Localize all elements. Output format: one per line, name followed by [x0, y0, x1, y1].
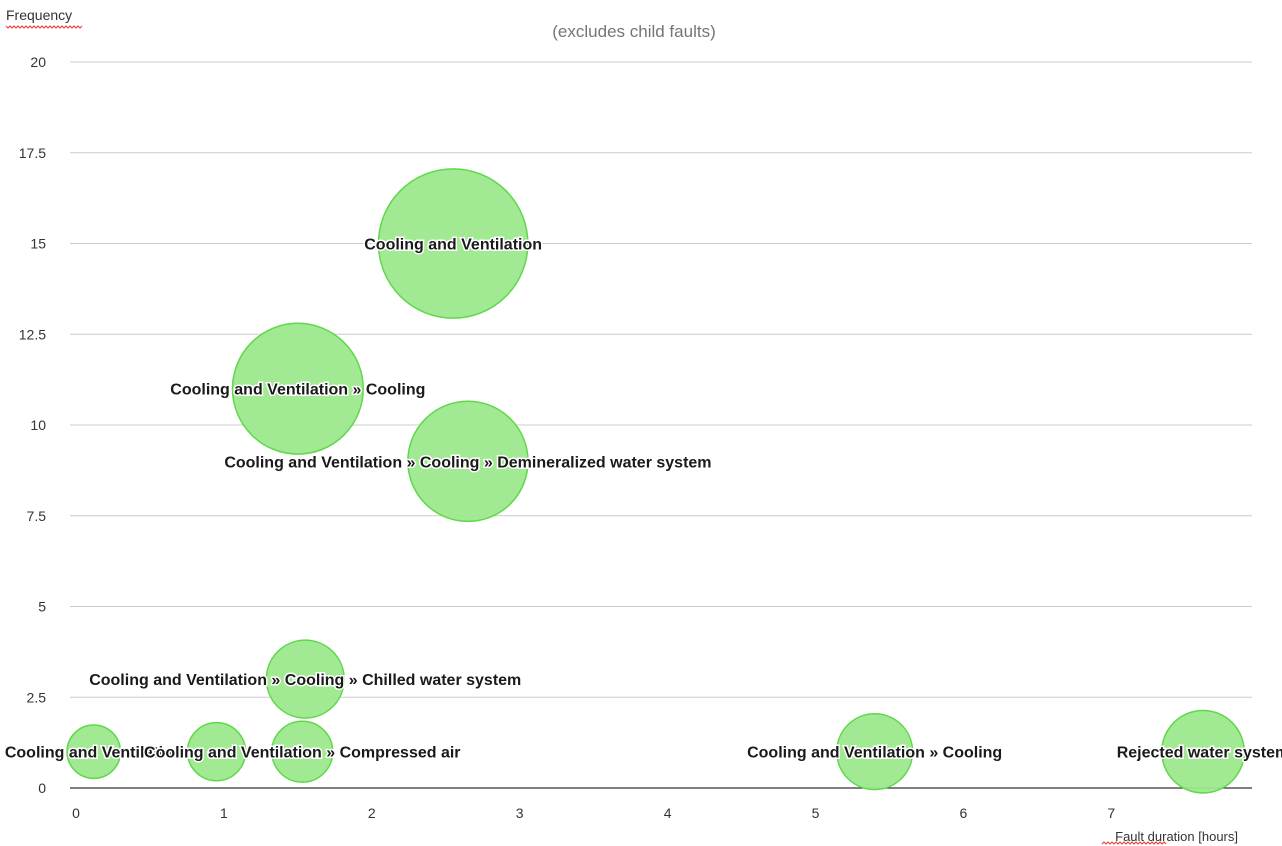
x-tick-label: 7 [1107, 805, 1115, 821]
bubbles [66, 168, 1245, 794]
y-tick-label: 5 [38, 599, 46, 615]
bubble-label: Cooling and Ventilation » Cooling [170, 382, 425, 399]
bubble-label: Cooling and Ventilation » Compressed air [144, 745, 461, 762]
y-tick-labels: 0 2.5 5 7.5 10 12.5 15 17.5 20 [19, 54, 46, 796]
y-tick-label: 10 [30, 417, 46, 433]
bubble [231, 322, 364, 455]
x-axis-label-spellcheck-underline [1101, 841, 1167, 845]
chart-subtitle: (excludes child faults) [552, 22, 715, 41]
x-tick-labels: 0 1 2 3 4 5 6 7 [72, 805, 1115, 821]
bubble [377, 168, 529, 319]
x-tick-label: 3 [516, 805, 524, 821]
x-tick-label: 1 [220, 805, 228, 821]
y-tick-label: 2.5 [27, 689, 47, 705]
x-tick-label: 4 [664, 805, 672, 821]
bubble-label: Cooling and Ventilation » Cooling » Demi… [224, 454, 711, 471]
bubble [835, 713, 914, 791]
x-tick-label: 6 [960, 805, 968, 821]
x-tick-label: 2 [368, 805, 376, 821]
x-tick-label: 0 [72, 805, 80, 821]
y-tick-label: 7.5 [27, 508, 47, 524]
y-tick-label: 15 [30, 236, 46, 252]
bubble [407, 400, 529, 523]
bubble-label: Rejected water system [1117, 745, 1282, 762]
x-tick-label: 5 [812, 805, 820, 821]
bubble [66, 724, 122, 780]
bubble [271, 720, 334, 783]
y-tick-label: 17.5 [19, 145, 46, 161]
bubble [1161, 709, 1245, 794]
y-tick-label: 20 [30, 54, 46, 70]
bubble-label: Cooling and Ventilation [5, 745, 183, 762]
bubble [186, 721, 247, 782]
bubble-label: Cooling and Ventilation [364, 237, 542, 254]
bubble-label: Cooling and Ventilation » Cooling [747, 745, 1002, 762]
bubble-label: Cooling and Ventilation » Cooling » Chil… [89, 672, 521, 689]
x-axis-label: Fault duration [hours] [1115, 829, 1238, 844]
y-tick-label: 0 [38, 780, 46, 796]
y-axis-label-spellcheck-underline [5, 25, 83, 29]
y-axis-label: Frequency [6, 7, 72, 23]
bubble [265, 639, 345, 719]
y-tick-label: 12.5 [19, 326, 46, 342]
